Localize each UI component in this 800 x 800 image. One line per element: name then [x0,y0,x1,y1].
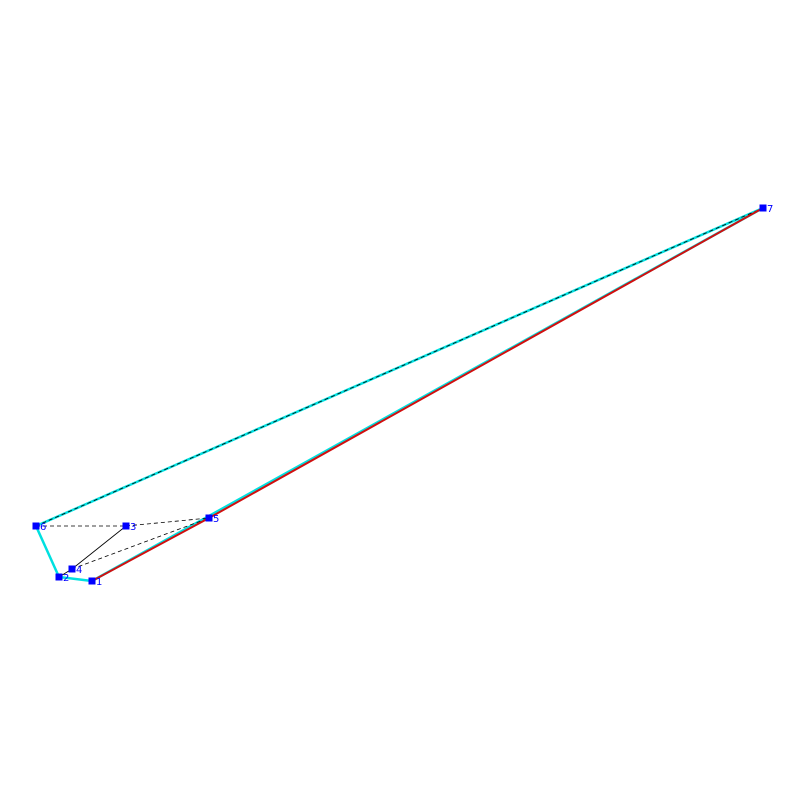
edge [71,525,127,570]
dashed-edge [35,207,764,527]
node-marker [68,565,76,573]
hull [34,206,764,583]
node-label: 4 [76,565,82,576]
node-marker [88,577,96,585]
nodes: 1 2 3 4 5 6 7 [32,204,773,588]
node-marker [205,514,213,522]
node-label: 7 [767,204,773,215]
node-label: 1 [96,577,102,588]
node-marker [55,573,63,581]
node-label: 2 [63,573,69,584]
node-label: 6 [40,522,46,533]
node-marker [32,522,40,530]
hull-polygon [34,206,764,583]
node-marker [759,204,767,212]
node-label: 5 [213,514,219,525]
edges [35,207,764,578]
node-label: 3 [130,522,136,533]
node-marker [122,522,130,530]
dashed-edge [71,517,210,570]
